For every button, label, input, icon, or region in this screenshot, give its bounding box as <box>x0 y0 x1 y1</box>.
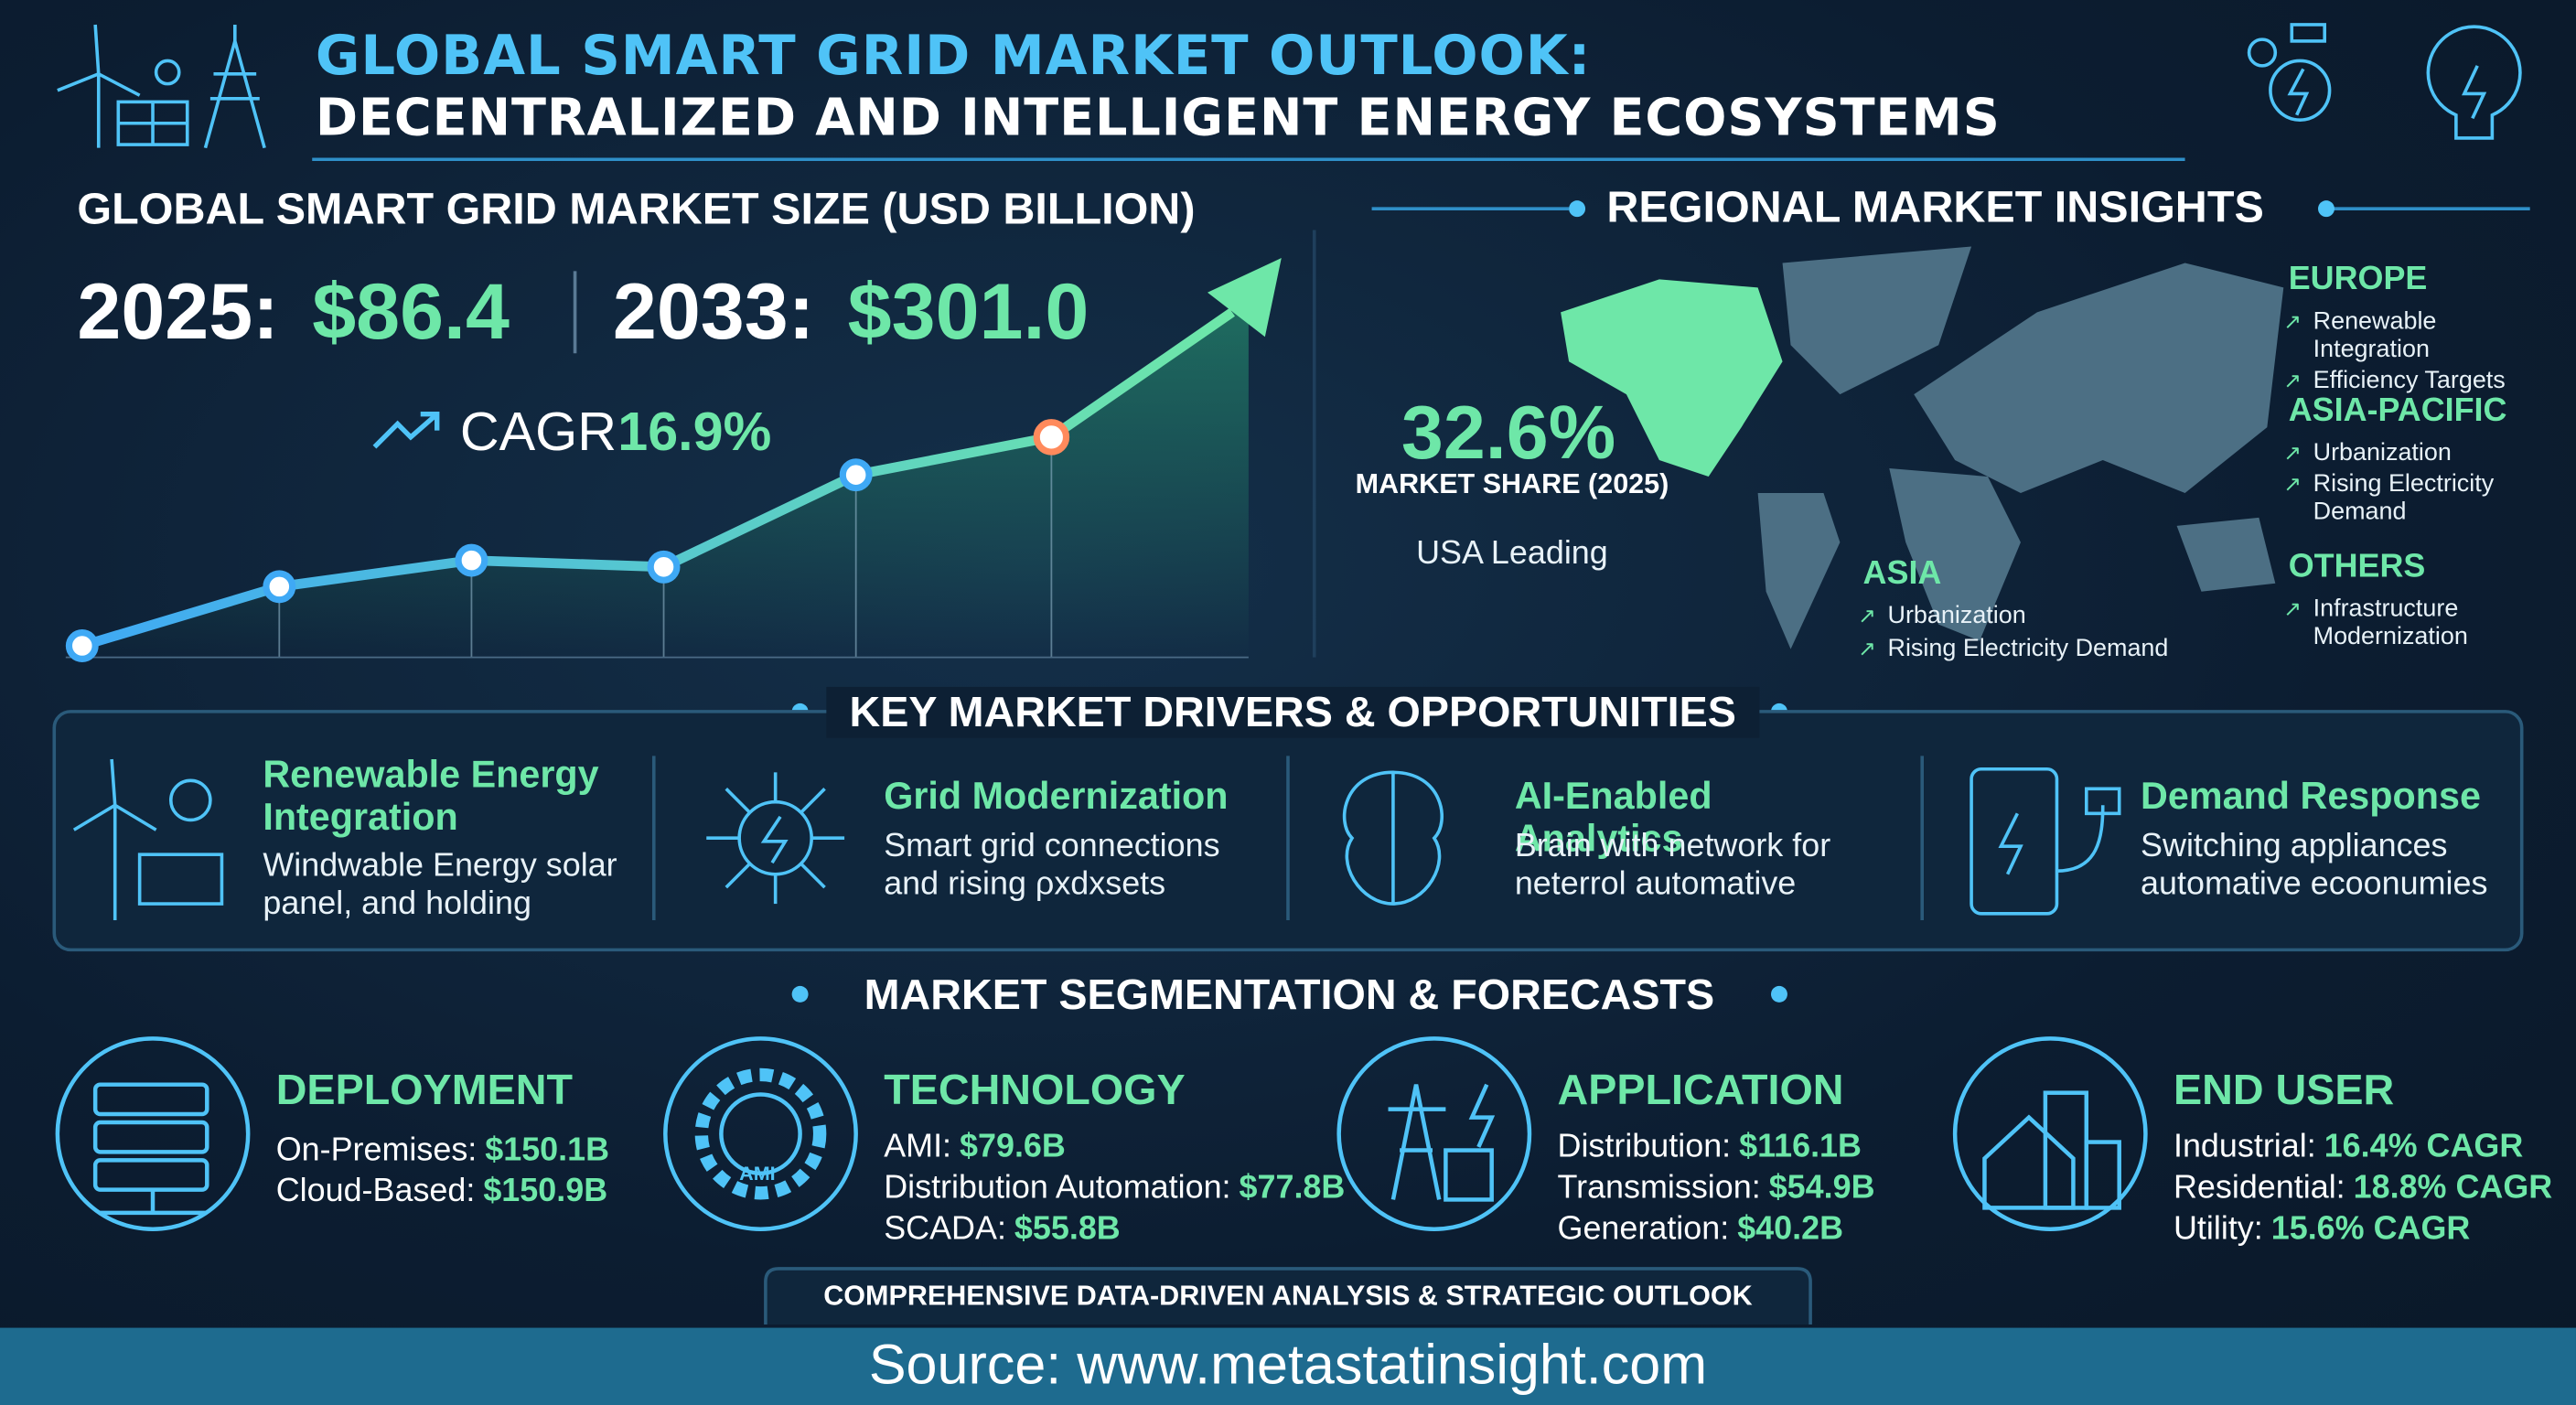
value: $301.0 <box>847 269 1089 357</box>
segment-title: DEPLOYMENT <box>275 1065 574 1115</box>
segmentation-title: MARKET SEGMENTATION & FORECASTS <box>864 969 1715 1019</box>
driver-title: AI-Enabled Analytics <box>1514 774 1712 860</box>
segment-label: Transmission: <box>1557 1170 1761 1207</box>
region-items: Urbanization Rising Electricity Demand <box>1858 602 2219 668</box>
segment-row: Distribution: $116.1B <box>1558 1127 1862 1168</box>
driver-text: Windwable Energy solar panel, and holdin… <box>263 847 617 922</box>
region-item: Efficiency Targets <box>2283 367 2560 395</box>
segment-label: Industrial: <box>2173 1129 2316 1165</box>
segment-value: $77.8B <box>1239 1170 1346 1207</box>
segment-label: Residential: <box>2173 1170 2345 1207</box>
region-name: ASIA <box>1862 555 1942 592</box>
segment-label: AMI: <box>884 1129 952 1165</box>
region-item: Urbanization <box>2283 439 2560 467</box>
driver-text: Switching appliances automative ecoonumi… <box>2141 828 2488 903</box>
segment-value: $54.9B <box>1768 1170 1875 1207</box>
segment-row: On-Premises: $150.1B <box>276 1131 609 1172</box>
region-items: Urbanization Rising Electricity Demand <box>2283 439 2562 530</box>
segment-value: $79.6B <box>960 1129 1066 1165</box>
share-label: MARKET SHARE (2025) <box>1355 468 1669 500</box>
segment-value: $40.2B <box>1737 1211 1844 1248</box>
segment-row: Transmission: $54.9B <box>1558 1168 1875 1209</box>
driver-title: Renewable Energy Integration <box>263 752 599 839</box>
segment-label: Generation: <box>1557 1211 1730 1248</box>
segment-value: 15.6% CAGR <box>2270 1211 2471 1248</box>
value: $86.4 <box>312 269 510 357</box>
segment-row: Distribution Automation: $77.8B <box>884 1168 1345 1209</box>
region-items: Infrastructure Modernization <box>2283 595 2562 654</box>
banner: COMPREHENSIVE DATA-DRIVEN ANALYSIS & STR… <box>823 1280 1753 1312</box>
segment-row: Cloud-Based: $150.9B <box>276 1172 607 1213</box>
segment-title: APPLICATION <box>1557 1065 1844 1115</box>
cagr-label: CAGR <box>459 401 617 462</box>
region-name: EUROPE <box>2288 261 2428 298</box>
segment-title: TECHNOLOGY <box>884 1065 1186 1115</box>
segment-row: Residential: 18.8% CAGR <box>2174 1168 2552 1209</box>
region-item: Renewable Integration <box>2283 307 2560 363</box>
segment-value: 18.8% CAGR <box>2353 1170 2553 1207</box>
segment-label: Utility: <box>2173 1211 2263 1248</box>
icon-label: AMI <box>739 1162 776 1185</box>
driver-text: Smart grid connections and rising ρxdxse… <box>884 828 1220 903</box>
region-name: ASIA-PACIFIC <box>2288 392 2507 429</box>
share-value: 32.6% <box>1401 389 1616 476</box>
share-note: USA Leading <box>1416 535 1608 573</box>
year-label: 2033: <box>612 269 815 357</box>
market-size-title: GLOBAL SMART GRID MARKET SIZE (USD BILLI… <box>77 184 1196 234</box>
segment-value: $55.8B <box>1014 1211 1121 1248</box>
segment-row: Industrial: 16.4% CAGR <box>2174 1127 2523 1168</box>
segment-row: SCADA: $55.8B <box>884 1209 1121 1250</box>
title-line-1: GLOBAL SMART GRID MARKET OUTLOOK: <box>315 23 1592 88</box>
cagr-value: 16.9% <box>617 401 772 462</box>
region-item: Infrastructure Modernization <box>2283 595 2560 650</box>
segment-label: Distribution: <box>1557 1129 1732 1165</box>
segment-value: $116.1B <box>1739 1129 1862 1165</box>
driver-text: Brain with network for neterrol automati… <box>1514 828 1831 903</box>
driver-title: Grid Modernization <box>884 774 1229 817</box>
year-label: 2025: <box>77 269 279 357</box>
segment-label: Cloud-Based: <box>275 1173 476 1210</box>
region-items: Renewable Integration Efficiency Targets <box>2283 307 2562 398</box>
driver-title: Demand Response <box>2141 774 2481 817</box>
segment-title: END USER <box>2173 1065 2395 1115</box>
region-name: OTHERS <box>2288 549 2426 585</box>
segment-value: $150.9B <box>483 1173 608 1210</box>
segment-label: On-Premises: <box>275 1132 478 1169</box>
segment-row: Generation: $40.2B <box>1558 1209 1844 1250</box>
region-item: Rising Electricity Demand <box>2283 470 2560 526</box>
region-item: Urbanization <box>1858 602 2216 630</box>
segment-row: AMI: $79.6B <box>884 1127 1066 1168</box>
title-line-2: DECENTRALIZED AND INTELLIGENT ENERGY ECO… <box>315 89 2001 148</box>
segment-value: 16.4% CAGR <box>2324 1129 2524 1165</box>
segment-label: SCADA: <box>884 1211 1006 1248</box>
segment-label: Distribution Automation: <box>884 1170 1231 1207</box>
segment-row: Utility: 15.6% CAGR <box>2174 1209 2470 1250</box>
source: Source: www.metastatinsight.com <box>868 1334 1708 1398</box>
regional-title: REGIONAL MARKET INSIGHTS <box>1606 182 2264 232</box>
segment-value: $150.1B <box>485 1132 610 1169</box>
region-item: Rising Electricity Demand <box>1858 634 2216 662</box>
drivers-title: KEY MARKET DRIVERS & OPPORTUNITIES <box>826 686 1760 738</box>
